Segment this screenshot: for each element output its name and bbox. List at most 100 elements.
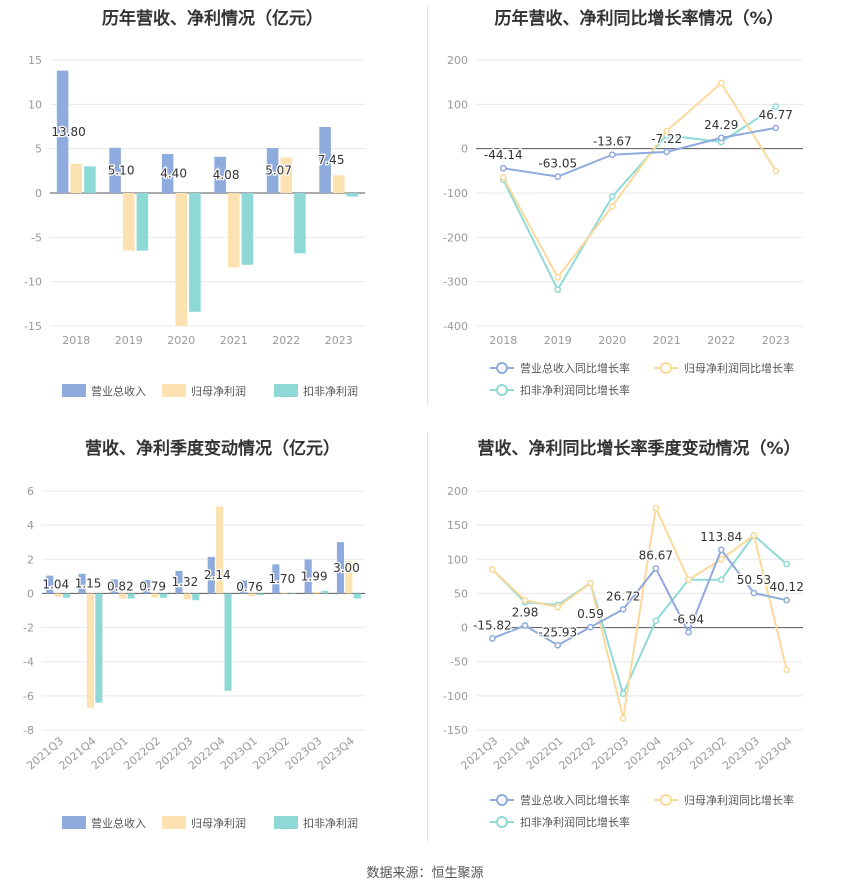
bar-deducted-profit [224, 593, 232, 691]
data-point [685, 628, 692, 636]
data-point [554, 173, 562, 180]
legend-label: 归母净利润同比增长率 [684, 793, 794, 807]
data-point [772, 103, 780, 110]
y-tick-label: -15 [24, 320, 42, 333]
data-point [554, 641, 562, 649]
legend-label: 扣非净利润同比增长率 [520, 815, 630, 829]
x-tick-label: 2020 [598, 334, 626, 347]
data-label: 40.12 [769, 580, 803, 594]
y-tick-label: 4 [27, 519, 34, 532]
data-point [717, 555, 725, 563]
data-label: -6.94 [673, 612, 704, 626]
y-tick-label: 0 [27, 587, 34, 600]
y-tick-label: 100 [447, 98, 468, 111]
data-label: 113.84 [700, 530, 742, 544]
data-point [521, 622, 529, 629]
bar-deducted-profit [127, 593, 135, 599]
data-label: -15.82 [473, 618, 512, 632]
y-tick-label: -5 [31, 231, 42, 244]
data-label: 0.59 [577, 607, 604, 621]
data-point [652, 565, 660, 572]
x-tick-label: 2018 [489, 334, 517, 347]
bar-deducted-profit [189, 193, 201, 312]
data-label: 7.45 [318, 153, 345, 167]
data-label: -25.93 [538, 625, 577, 639]
data-point [717, 546, 725, 554]
data-source-footer: 数据来源：恒生聚源 [366, 866, 484, 881]
data-label: 0.79 [139, 580, 166, 594]
bar-deducted-profit [294, 193, 306, 254]
y-tick-label: 0 [461, 622, 468, 635]
vertical-divider-lower [427, 432, 428, 842]
data-point [608, 202, 616, 210]
legend-swatch [62, 816, 86, 829]
series-line-net-profit-line [502, 81, 777, 280]
bar-net-profit [183, 593, 191, 600]
data-label: 86.67 [639, 548, 673, 562]
legend-marker [660, 362, 672, 374]
data-label: -63.05 [538, 157, 577, 171]
data-point [663, 148, 671, 156]
data-label: 1.15 [75, 577, 102, 591]
data-point [619, 715, 627, 722]
data-label: 1.04 [42, 578, 69, 592]
data-point [554, 273, 562, 281]
data-point [619, 605, 627, 613]
quarter-line-title: 营收、净利同比增长率季度变动情况（%） [477, 439, 801, 459]
y-tick-label: 2 [27, 553, 34, 566]
bar-net-profit [227, 193, 240, 268]
bar-revenue [272, 564, 280, 594]
data-label: 0.76 [236, 580, 263, 594]
legend-marker [496, 816, 508, 828]
bar-deducted-profit [136, 193, 149, 251]
data-point [783, 560, 790, 568]
bar-deducted-profit [95, 593, 103, 703]
y-tick-label: -8 [23, 724, 34, 737]
series-line-revenue-line [491, 547, 787, 647]
data-label: 24.29 [704, 118, 738, 132]
y-tick-label: 0 [461, 143, 468, 156]
legend-label: 归母净利润 [191, 816, 246, 830]
bar-deducted-profit [241, 193, 254, 265]
bar-revenue [110, 579, 118, 594]
legend-label: 扣非净利润同比增长率 [520, 383, 630, 397]
bar-net-profit [280, 157, 293, 193]
y-tick-label: 6 [27, 485, 34, 498]
bar-net-profit [119, 593, 127, 599]
y-tick-label: 0 [35, 187, 42, 200]
bar-net-profit [151, 593, 159, 598]
legend-label: 营业总收入同比增长率 [520, 361, 630, 375]
bar-deducted-profit [159, 593, 168, 598]
legend-label: 归母净利润 [191, 384, 246, 398]
annual-bar-title: 历年营收、净利情况（亿元） [102, 9, 323, 29]
quarter-line-chart: 200150100500-50-100-1502021Q32021Q42022Q… [443, 485, 805, 829]
legend-marker [496, 384, 508, 396]
data-label: 0.82 [107, 579, 134, 593]
data-label: 1.70 [268, 572, 295, 586]
bar-net-profit [248, 593, 256, 596]
data-label: 1.32 [172, 575, 199, 589]
x-tick-label: 2019 [115, 334, 143, 347]
data-point [619, 690, 627, 698]
data-label: 1.99 [301, 569, 328, 583]
data-label: 4.40 [160, 166, 187, 180]
y-tick-label: -4 [23, 656, 34, 669]
y-tick-label: -400 [443, 320, 468, 333]
data-label: 50.53 [737, 573, 771, 587]
bar-deducted-profit [192, 593, 200, 601]
y-tick-label: -100 [443, 690, 468, 703]
bar-deducted-profit [289, 593, 297, 594]
x-tick-label: 2023Q4 [753, 734, 795, 772]
bar-deducted-profit [256, 593, 264, 596]
y-tick-label: 15 [28, 54, 42, 67]
bar-net-profit [332, 175, 345, 193]
legend-swatch [274, 816, 298, 829]
data-label: 2.98 [512, 606, 539, 620]
y-tick-label: 10 [28, 98, 42, 111]
quarter-bar-chart: 6420-2-4-6-82021Q32021Q42022Q12022Q22022… [23, 485, 365, 830]
vertical-divider [427, 5, 428, 405]
bar-deducted-profit [84, 166, 96, 193]
y-tick-label: 200 [447, 485, 468, 498]
data-point [499, 174, 507, 181]
data-point [587, 623, 594, 631]
